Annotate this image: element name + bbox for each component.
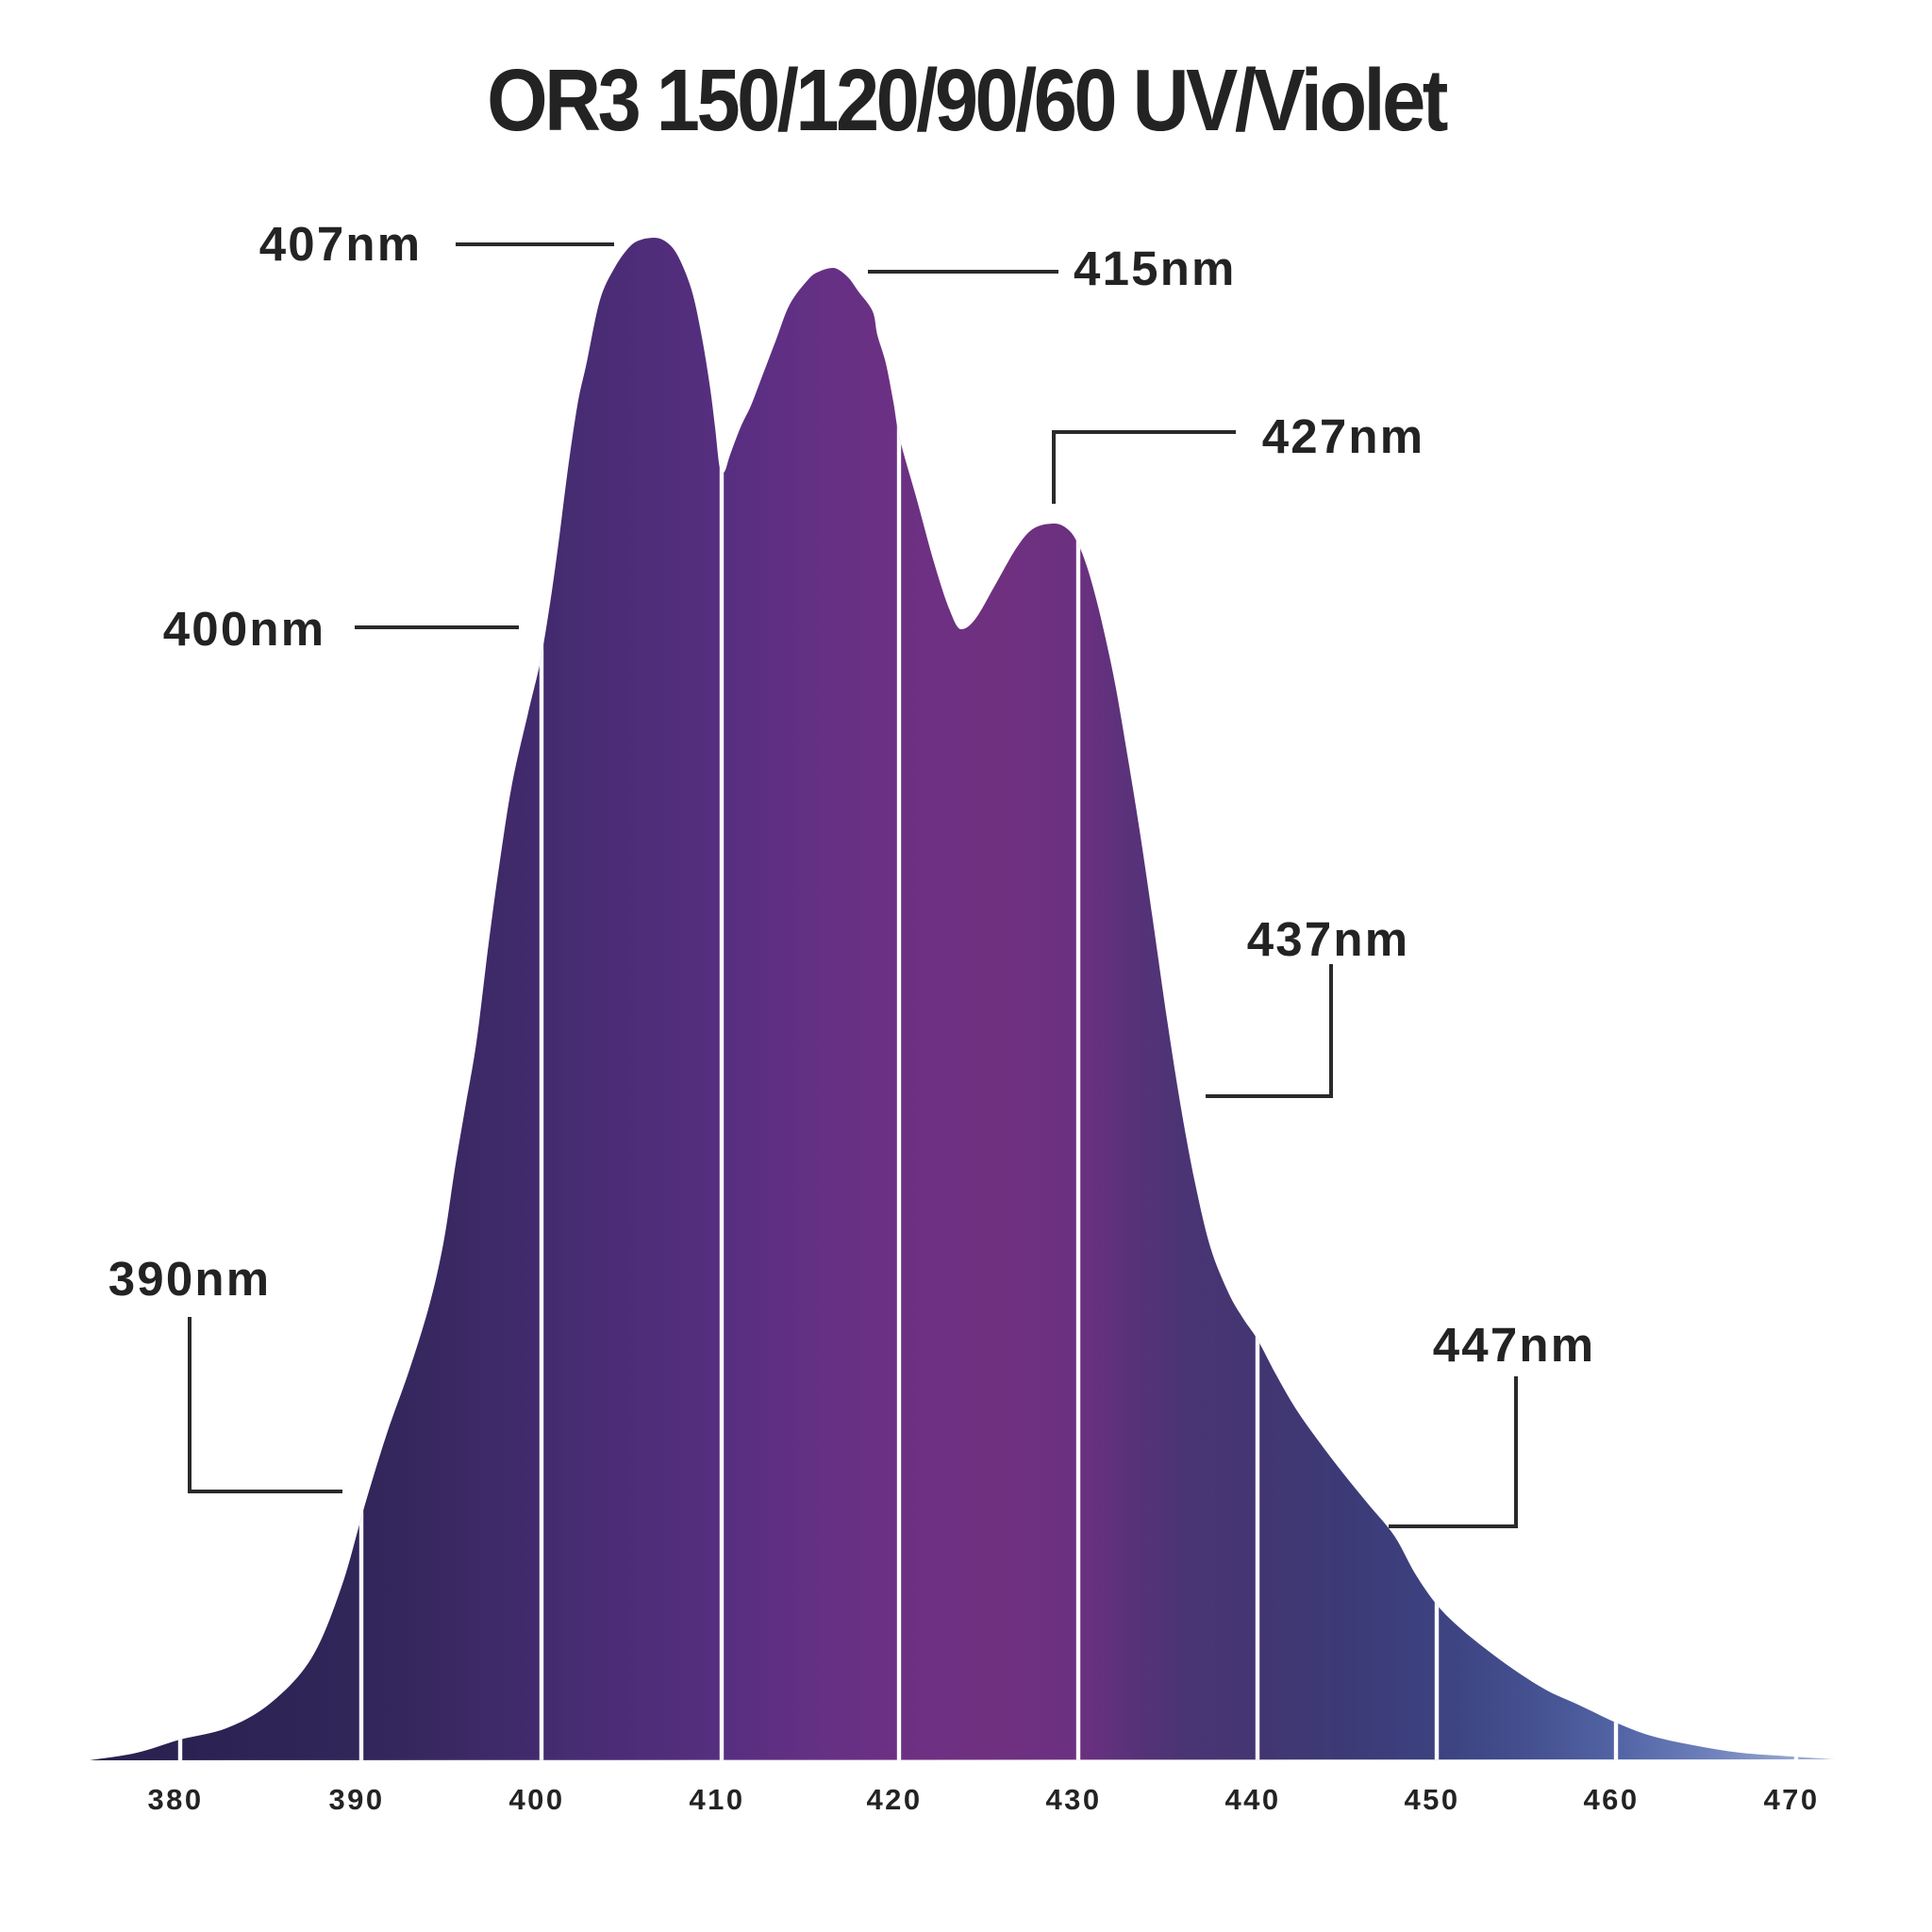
svg-text:390nm: 390nm	[108, 1252, 272, 1306]
svg-text:400nm: 400nm	[163, 602, 326, 656]
svg-text:450: 450	[1405, 1783, 1460, 1816]
svg-text:390: 390	[329, 1783, 385, 1816]
svg-text:460: 460	[1584, 1783, 1640, 1816]
svg-text:430: 430	[1046, 1783, 1102, 1816]
svg-text:427nm: 427nm	[1262, 409, 1425, 463]
svg-text:437nm: 437nm	[1247, 912, 1410, 966]
svg-text:447nm: 447nm	[1433, 1318, 1596, 1372]
svg-text:410: 410	[690, 1783, 745, 1816]
svg-text:470: 470	[1764, 1783, 1820, 1816]
svg-text:420: 420	[867, 1783, 923, 1816]
svg-text:415nm: 415nm	[1074, 242, 1237, 295]
svg-text:440: 440	[1225, 1783, 1281, 1816]
svg-text:OR3 150/120/90/60 UV/Violet: OR3 150/120/90/60 UV/Violet	[487, 51, 1448, 149]
svg-text:407nm: 407nm	[259, 217, 423, 271]
svg-text:380: 380	[148, 1783, 204, 1816]
svg-text:400: 400	[509, 1783, 565, 1816]
